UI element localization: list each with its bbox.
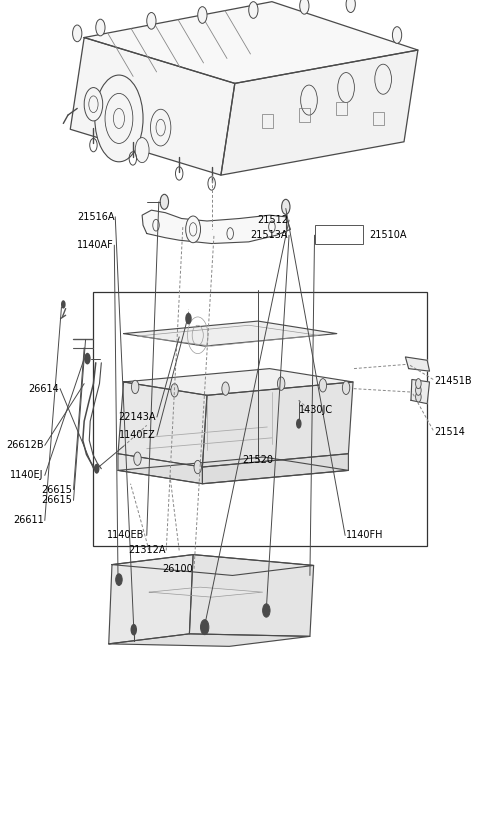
Circle shape [153, 219, 159, 231]
Polygon shape [203, 454, 348, 484]
Text: 26100: 26100 [162, 564, 193, 574]
Circle shape [132, 380, 139, 394]
Polygon shape [123, 321, 337, 346]
Text: 1140EB: 1140EB [107, 530, 144, 540]
Text: 1140EJ: 1140EJ [11, 470, 44, 480]
Circle shape [282, 199, 290, 214]
Text: 1430JC: 1430JC [299, 405, 333, 415]
Polygon shape [142, 210, 290, 244]
Text: 22143A: 22143A [119, 412, 156, 422]
Text: 26614: 26614 [28, 384, 59, 394]
Text: 21514: 21514 [434, 427, 465, 437]
Circle shape [277, 377, 285, 390]
Text: 21513A: 21513A [251, 230, 288, 240]
Circle shape [72, 25, 82, 42]
Polygon shape [123, 369, 353, 395]
Text: 1140FZ: 1140FZ [119, 430, 156, 440]
Circle shape [186, 216, 201, 243]
Circle shape [96, 19, 105, 36]
Bar [94, 292, 427, 546]
Circle shape [135, 138, 149, 163]
Polygon shape [70, 38, 235, 175]
Circle shape [95, 75, 143, 162]
Circle shape [134, 452, 141, 465]
Text: 26615: 26615 [42, 495, 72, 505]
Circle shape [416, 385, 421, 395]
Circle shape [94, 464, 99, 474]
Text: 21312A: 21312A [128, 545, 165, 555]
Circle shape [319, 379, 326, 392]
Circle shape [222, 382, 229, 395]
Circle shape [300, 85, 317, 115]
Circle shape [185, 313, 192, 324]
Circle shape [346, 0, 355, 13]
Circle shape [198, 7, 207, 23]
Circle shape [263, 604, 270, 617]
Circle shape [116, 574, 122, 585]
Circle shape [375, 64, 392, 94]
Circle shape [296, 419, 301, 429]
Polygon shape [149, 587, 263, 597]
Polygon shape [112, 555, 313, 575]
Text: 26615: 26615 [42, 485, 72, 495]
Polygon shape [406, 357, 430, 371]
Circle shape [147, 13, 156, 29]
Circle shape [160, 194, 168, 209]
Circle shape [269, 221, 275, 233]
Polygon shape [109, 555, 193, 644]
Circle shape [171, 384, 178, 397]
Circle shape [249, 2, 258, 18]
Polygon shape [411, 379, 430, 404]
Text: 26611: 26611 [13, 515, 44, 525]
Text: 26612B: 26612B [6, 440, 44, 450]
Circle shape [61, 300, 66, 309]
Polygon shape [84, 2, 418, 83]
Circle shape [150, 109, 171, 146]
Circle shape [105, 93, 133, 143]
Text: 21451B: 21451B [434, 376, 472, 386]
Circle shape [131, 624, 137, 636]
Circle shape [227, 228, 233, 239]
Text: 1140AF: 1140AF [77, 240, 113, 250]
Circle shape [342, 381, 350, 394]
Circle shape [416, 392, 421, 402]
Polygon shape [190, 555, 313, 636]
Text: 21516A: 21516A [77, 212, 114, 222]
Bar [314, 225, 363, 244]
Circle shape [416, 379, 421, 389]
Text: 1140FH: 1140FH [346, 530, 384, 540]
Polygon shape [109, 634, 310, 646]
Polygon shape [221, 50, 418, 175]
Circle shape [194, 460, 202, 474]
Text: 21510A: 21510A [369, 230, 407, 240]
Polygon shape [118, 382, 207, 467]
Text: 21520: 21520 [242, 455, 274, 465]
Polygon shape [118, 454, 203, 484]
Circle shape [84, 88, 103, 121]
Circle shape [338, 73, 354, 103]
Circle shape [201, 620, 209, 635]
Polygon shape [118, 457, 348, 484]
Polygon shape [203, 382, 353, 467]
Circle shape [393, 27, 402, 43]
Text: 21512: 21512 [257, 215, 288, 225]
Circle shape [300, 0, 309, 14]
Circle shape [84, 353, 91, 364]
